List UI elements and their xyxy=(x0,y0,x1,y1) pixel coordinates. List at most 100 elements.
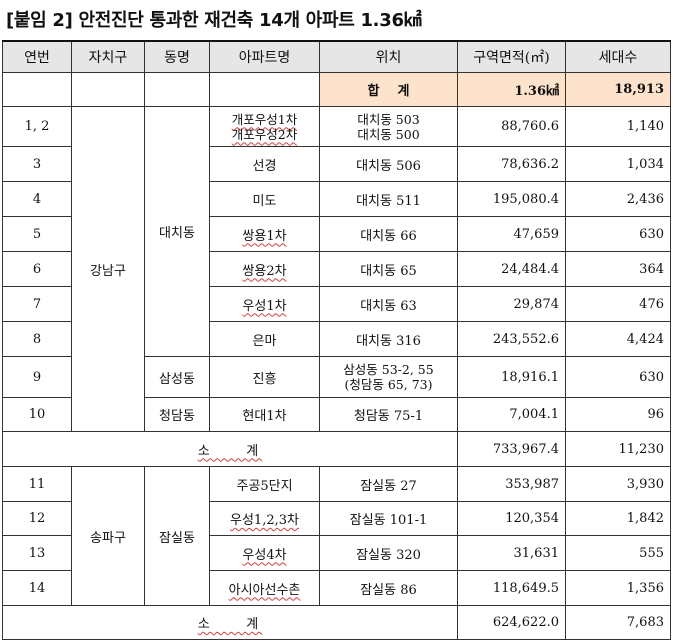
row-area: 31,631 xyxy=(457,535,566,571)
dong-cell: 삼성동 xyxy=(144,356,210,398)
total-empty-no xyxy=(2,72,72,107)
row-households: 3,930 xyxy=(565,466,671,502)
total-label: 합 계 xyxy=(319,72,458,107)
row-area: 24,484.4 xyxy=(457,251,566,287)
row-area: 118,649.5 xyxy=(457,570,566,606)
table-row: 1, 2 강남구 대치동 개포우성1차 개포우성2차 대치동 503 대치동 5… xyxy=(2,106,671,432)
row-location: 잠실동 27 xyxy=(319,466,458,502)
row-no: 4 xyxy=(2,181,72,217)
row-area: 78,636.2 xyxy=(457,146,566,182)
table-row: 10 청담동 현대1차 청담동 75-1 7,004.1 96 xyxy=(2,397,671,432)
row-households: 630 xyxy=(565,216,671,252)
row-apartment: 쌍용1차 xyxy=(209,216,320,252)
row-area: 29,874 xyxy=(457,286,566,322)
row-location: 대치동 65 xyxy=(319,251,458,287)
row-households: 476 xyxy=(565,286,671,322)
row-households: 630 xyxy=(565,356,671,398)
row-households: 364 xyxy=(565,251,671,287)
row-location: 대치동 503 대치동 500 xyxy=(319,106,458,147)
total-empty-district xyxy=(71,72,145,107)
subtotal-label: 소 계 xyxy=(2,431,458,467)
apartment-name: 우성1,2,3차 xyxy=(230,513,299,528)
table-row: 5 쌍용1차 대치동 66 47,659 630 xyxy=(2,216,671,252)
row-households: 1,356 xyxy=(565,570,671,606)
row-no: 8 xyxy=(2,321,72,357)
subtotal-text: 소 계 xyxy=(197,443,263,459)
total-row: 합 계 1.36㎢ 18,913 xyxy=(2,72,671,107)
row-apartment: 선경 xyxy=(209,146,320,182)
dong-cell: 대치동 xyxy=(144,106,210,357)
table-row: 14 아시아선수촌 잠실동 86 118,649.5 1,356 xyxy=(2,570,671,606)
row-households: 1,842 xyxy=(565,501,671,536)
row-area: 7,004.1 xyxy=(457,397,566,432)
row-area: 120,354 xyxy=(457,501,566,536)
row-area: 195,080.4 xyxy=(457,181,566,217)
row-location: 대치동 506 xyxy=(319,146,458,182)
page-title: [붙임 2] 안전진단 통과한 재건축 14개 아파트 1.36㎢ xyxy=(6,10,422,31)
table-row: 13 우성4차 잠실동 320 31,631 555 xyxy=(2,535,671,571)
apartment-name: 아시아선수촌 xyxy=(228,582,301,598)
row-apartment: 우성1차 xyxy=(209,286,320,322)
header-apartment: 아파트명 xyxy=(209,40,320,73)
total-area: 1.36㎢ xyxy=(457,72,566,107)
subtotal-label: 소 계 xyxy=(2,605,458,640)
row-location: 대치동 66 xyxy=(319,216,458,252)
subtotal-households: 7,683 xyxy=(565,605,671,640)
row-no: 3 xyxy=(2,146,72,182)
row-no: 11 xyxy=(2,466,72,502)
table-row: 6 쌍용2차 대치동 65 24,484.4 364 xyxy=(2,251,671,287)
row-households: 96 xyxy=(565,397,671,432)
row-location: 잠실동 101-1 xyxy=(319,501,458,536)
row-no: 9 xyxy=(2,356,72,398)
row-location: 대치동 316 xyxy=(319,321,458,357)
apartment-name: 개포우성2차 xyxy=(231,126,298,142)
total-households: 18,913 xyxy=(565,72,671,107)
total-empty-dong xyxy=(144,72,210,107)
table-row: 4 미도 대치동 511 195,080.4 2,436 xyxy=(2,181,671,217)
row-location: 삼성동 53-2, 55 (청담동 65, 73) xyxy=(319,356,458,398)
row-households: 4,424 xyxy=(565,321,671,357)
row-area: 88,760.6 xyxy=(457,106,566,147)
header-no: 연번 xyxy=(2,40,72,73)
dong-cell: 잠실동 xyxy=(144,466,210,606)
table-row: 3 선경 대치동 506 78,636.2 1,034 xyxy=(2,146,671,182)
apartment-name: 개포우성1차 xyxy=(231,111,298,127)
district-cell: 송파구 xyxy=(71,466,145,606)
row-location: 잠실동 86 xyxy=(319,570,458,606)
row-area: 243,552.6 xyxy=(457,321,566,357)
apartment-name: 우성1차 xyxy=(242,298,287,314)
header-area: 구역면적(㎡) xyxy=(457,40,566,73)
row-apartment: 현대1차 xyxy=(209,397,320,432)
row-apartment: 우성4차 xyxy=(209,535,320,571)
row-no: 1, 2 xyxy=(2,106,72,147)
district-cell: 강남구 xyxy=(71,106,145,432)
header-row: 연번 자치구 동명 아파트명 위치 구역면적(㎡) 세대수 xyxy=(2,40,671,73)
subtotal-row: 소 계 624,622.0 7,683 xyxy=(2,605,671,640)
location-line: 대치동 500 xyxy=(357,126,420,142)
table-row: 8 은마 대치동 316 243,552.6 4,424 xyxy=(2,321,671,357)
row-apartment: 미도 xyxy=(209,181,320,217)
row-apartment: 개포우성1차 개포우성2차 xyxy=(209,106,320,147)
row-area: 47,659 xyxy=(457,216,566,252)
row-no: 6 xyxy=(2,251,72,287)
row-no: 13 xyxy=(2,535,72,571)
location-line: 대치동 503 xyxy=(357,111,420,127)
row-apartment: 진흥 xyxy=(209,356,320,398)
apartment-name: 쌍용2차 xyxy=(242,263,287,279)
header-location: 위치 xyxy=(319,40,458,73)
row-location: 대치동 63 xyxy=(319,286,458,322)
subtotal-text: 소 계 xyxy=(197,617,263,632)
row-location: 청담동 75-1 xyxy=(319,397,458,432)
row-no: 7 xyxy=(2,286,72,322)
subtotal-area: 624,622.0 xyxy=(457,605,566,640)
row-apartment: 아시아선수촌 xyxy=(209,570,320,606)
row-apartment: 우성1,2,3차 xyxy=(209,501,320,536)
row-no: 12 xyxy=(2,501,72,536)
subtotal-area: 733,967.4 xyxy=(457,431,566,467)
row-apartment: 주공5단지 xyxy=(209,466,320,502)
subtotal-households: 11,230 xyxy=(565,431,671,467)
total-empty-apt xyxy=(209,72,320,107)
row-households: 2,436 xyxy=(565,181,671,217)
location-line: (청담동 65, 73) xyxy=(344,377,433,392)
header-district: 자치구 xyxy=(71,40,145,73)
